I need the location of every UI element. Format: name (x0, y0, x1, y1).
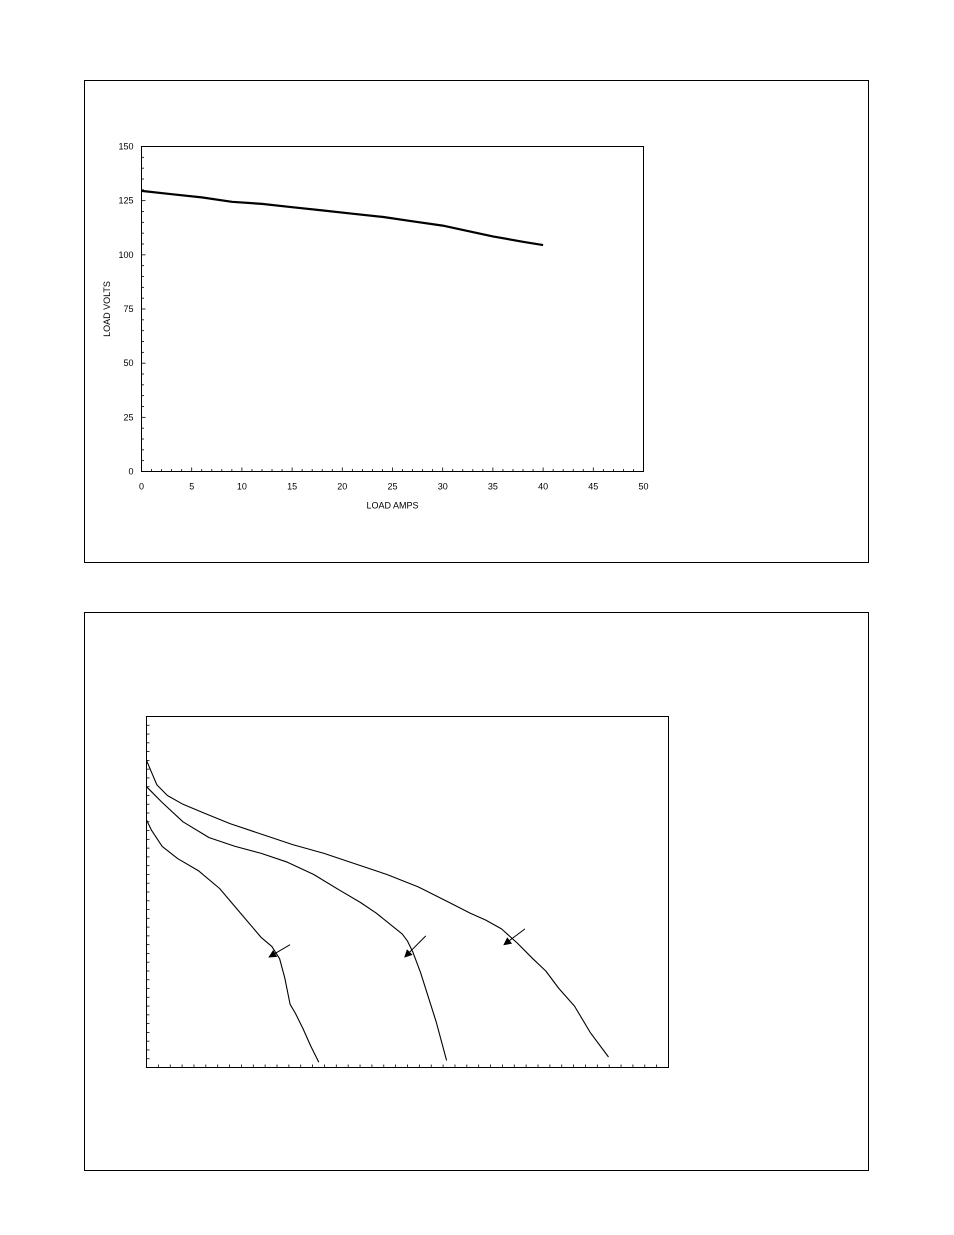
discharge-curves-chart (145, 716, 669, 1068)
y-tick-label: 150 (118, 142, 133, 152)
y-tick-label: 50 (123, 358, 133, 368)
y-tick-label: 25 (123, 412, 133, 422)
y-axis-title: LOAD VOLTS (102, 281, 112, 337)
x-axis-title: LOAD AMPS (366, 501, 418, 511)
top-chart-panel: 0 5 10 15 20 25 30 35 40 45 50 0 25 50 75 100 125 150 LOAD… (84, 80, 869, 563)
x-tick-label: 10 (237, 482, 247, 492)
load-volts-chart: 0 5 10 15 20 25 30 35 40 45 50 0 25 50 75 100 125 150 LOAD… (102, 142, 649, 511)
bottom-chart-panel (84, 612, 869, 1171)
x-tick-label: 15 (287, 482, 297, 492)
x-tick-label: 50 (638, 482, 648, 492)
x-tick-label: 40 (538, 482, 548, 492)
x-tick-label: 25 (387, 482, 397, 492)
y-tick-label: 0 (128, 467, 133, 477)
curve-line-1 (146, 819, 320, 1063)
y-tick-label: 75 (123, 304, 133, 314)
curve-line-2 (146, 786, 448, 1061)
x-tick-label: 35 (488, 482, 498, 492)
plot-area-frame (141, 146, 644, 472)
pointer-arrow-1 (268, 944, 291, 958)
x-tick-label: 5 (189, 482, 194, 492)
pointer-arrow-2 (404, 935, 427, 958)
x-tick-label: 0 (139, 482, 144, 492)
pointer-arrow-3 (503, 928, 526, 946)
curve-line-3 (145, 760, 609, 1058)
y-tick-label: 100 (118, 250, 133, 260)
series-line-1 (141, 189, 544, 247)
x-tick-label: 30 (438, 482, 448, 492)
x-tick-label: 20 (337, 482, 347, 492)
plot-area-frame (146, 716, 669, 1068)
y-tick-label: 125 (118, 196, 133, 206)
x-tick-label: 45 (588, 482, 598, 492)
